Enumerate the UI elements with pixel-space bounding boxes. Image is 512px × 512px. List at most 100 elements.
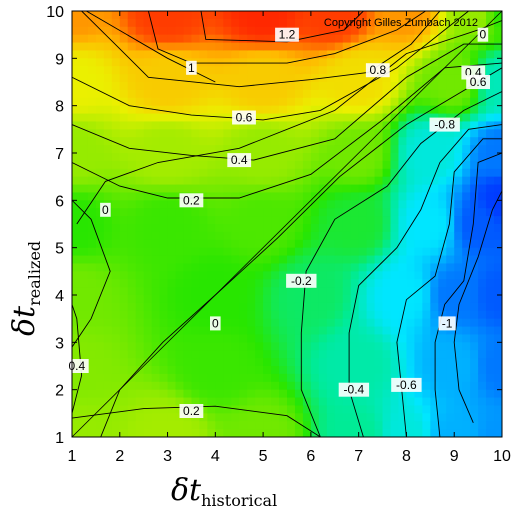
heat-cell <box>167 105 177 115</box>
heat-cell <box>159 113 169 123</box>
heat-cell <box>167 82 177 91</box>
heat-cell <box>302 358 312 367</box>
heat-cell <box>271 389 280 399</box>
heat-cell <box>454 97 463 107</box>
heat-cell <box>454 263 463 272</box>
heat-cell <box>79 239 89 249</box>
heat-cell <box>247 216 256 225</box>
heat-cell <box>438 11 447 20</box>
heat-cell <box>111 34 121 44</box>
heat-cell <box>231 50 240 59</box>
heat-cell <box>438 302 447 312</box>
heat-cell <box>406 358 415 367</box>
heat-cell <box>326 34 336 44</box>
heat-cell <box>374 373 384 383</box>
heat-cell <box>334 200 344 209</box>
heat-cell <box>151 26 161 36</box>
heat-cell <box>271 192 280 201</box>
heat-cell <box>247 42 256 52</box>
heat-cell <box>127 160 137 170</box>
heat-cell <box>175 129 185 138</box>
heat-cell <box>366 121 376 130</box>
heat-cell <box>446 50 455 59</box>
heat-cell <box>358 397 368 407</box>
heat-cell <box>191 334 200 343</box>
heat-cell <box>271 176 280 186</box>
heat-cell <box>159 429 169 437</box>
heat-cell <box>183 239 193 249</box>
heat-cell <box>422 405 431 414</box>
heat-cell <box>486 405 495 414</box>
contour-label: 0 <box>210 316 221 331</box>
heat-cell <box>159 318 169 328</box>
heat-cell <box>334 89 344 99</box>
heat-cell <box>398 105 408 115</box>
heat-cell <box>414 389 423 399</box>
heat-cell <box>287 192 296 201</box>
heat-cell <box>366 350 376 359</box>
heat-cell <box>215 421 224 430</box>
heat-cell <box>318 295 328 304</box>
heat-cell <box>374 192 384 201</box>
heat-cell <box>430 200 439 209</box>
heat-cell <box>310 342 320 351</box>
svg-text:-0.4: -0.4 <box>344 383 365 397</box>
heat-cell <box>478 192 487 201</box>
heat-cell <box>430 334 439 343</box>
heat-cell <box>326 421 336 430</box>
heat-cell <box>422 429 431 437</box>
heat-cell <box>151 279 161 288</box>
heat-cell <box>422 389 431 399</box>
heat-cell <box>430 287 439 296</box>
heat-cell <box>183 334 193 343</box>
heat-cell <box>470 231 479 241</box>
heat-cell <box>79 18 89 28</box>
heat-cell <box>231 326 240 336</box>
heat-cell <box>326 113 336 123</box>
heat-cell <box>422 208 431 217</box>
heat-cell <box>438 397 447 407</box>
heat-cell <box>247 397 256 407</box>
heat-cell <box>406 413 415 422</box>
heat-cell <box>294 18 304 28</box>
heat-cell <box>239 342 248 351</box>
svg-text:0.6: 0.6 <box>236 111 253 125</box>
heat-cell <box>382 58 392 67</box>
heat-cell <box>326 326 336 336</box>
heat-cell <box>326 153 336 162</box>
contour-label: 0.6 <box>466 75 490 89</box>
heat-cell <box>159 26 169 36</box>
heat-cell <box>239 239 248 249</box>
heat-cell <box>255 350 264 359</box>
heat-cell <box>271 405 280 414</box>
heat-cell <box>422 366 431 375</box>
heat-cell <box>95 168 105 178</box>
heat-cell <box>207 208 216 217</box>
heat-cell <box>191 302 200 312</box>
heat-cell <box>486 66 495 75</box>
heat-cell <box>374 82 384 91</box>
heat-cell <box>79 82 89 91</box>
heat-cell <box>438 66 447 75</box>
heat-cell <box>302 310 312 320</box>
heat-cell <box>151 89 161 99</box>
heat-cell <box>287 421 296 430</box>
heat-cell <box>287 224 296 233</box>
heat-cell <box>175 231 185 241</box>
heat-cell <box>302 42 312 52</box>
heat-cell <box>95 366 105 375</box>
heat-cell <box>454 295 463 304</box>
heat-cell <box>207 429 216 437</box>
y-axis-label-subscript: realized <box>25 241 44 306</box>
heat-cell <box>167 208 177 217</box>
heat-cell <box>127 350 137 359</box>
heat-cell <box>223 350 232 359</box>
heat-cell <box>414 231 423 241</box>
heat-cell <box>183 429 193 437</box>
heat-cell <box>366 318 376 328</box>
heat-cell <box>438 255 447 265</box>
heat-cell <box>119 271 129 280</box>
heat-cell <box>462 287 471 296</box>
heat-cell <box>398 334 408 343</box>
heat-cell <box>398 208 408 217</box>
